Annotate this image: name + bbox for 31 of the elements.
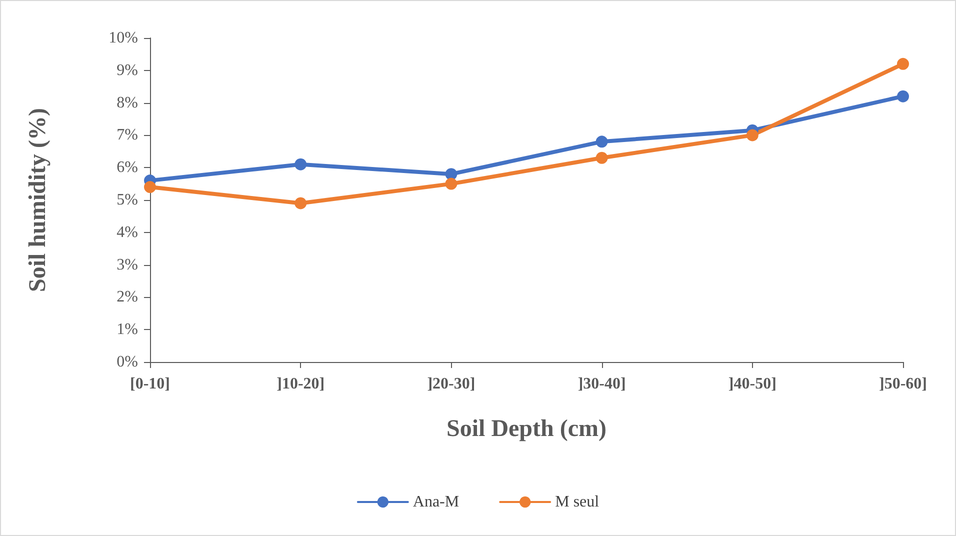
y-tick-label: 1%	[116, 321, 138, 338]
point	[897, 58, 909, 70]
y-tick-label: 9%	[116, 62, 138, 79]
y-axis-title: Soil humidity (%)	[25, 108, 51, 292]
x-axis-title: Soil Depth (cm)	[446, 416, 606, 442]
x-tick-label: ]20-30]	[427, 376, 476, 392]
point	[596, 136, 608, 148]
point	[445, 178, 458, 190]
point	[596, 152, 608, 164]
y-tick-label: 10%	[108, 30, 138, 46]
y-tick-label: 4%	[116, 224, 138, 241]
point	[746, 129, 758, 142]
x-tick-label: ]50-60]	[879, 376, 927, 392]
x-tick-label: [0-10]	[130, 376, 170, 392]
x-tick-label: ]40-50]	[728, 376, 776, 392]
point	[897, 90, 909, 102]
y-tick-label: 3%	[116, 256, 138, 274]
y-tick-label: 5%	[116, 192, 138, 208]
legend-label: Ana-M	[412, 494, 460, 510]
y-tick-label: 6%	[116, 159, 138, 176]
point	[294, 197, 307, 210]
point	[144, 181, 156, 194]
y-tick-label: 2%	[116, 288, 138, 306]
point	[445, 168, 458, 180]
y-tick-label: 8%	[116, 94, 138, 112]
legend-label: M seul	[555, 494, 600, 510]
x-tick-label: ]10-20]	[276, 376, 325, 392]
point	[294, 158, 307, 170]
y-tick-label: 7%	[116, 126, 138, 144]
y-tick-label: 0%	[116, 354, 138, 370]
x-tick-label: ]30-40]	[578, 376, 626, 392]
